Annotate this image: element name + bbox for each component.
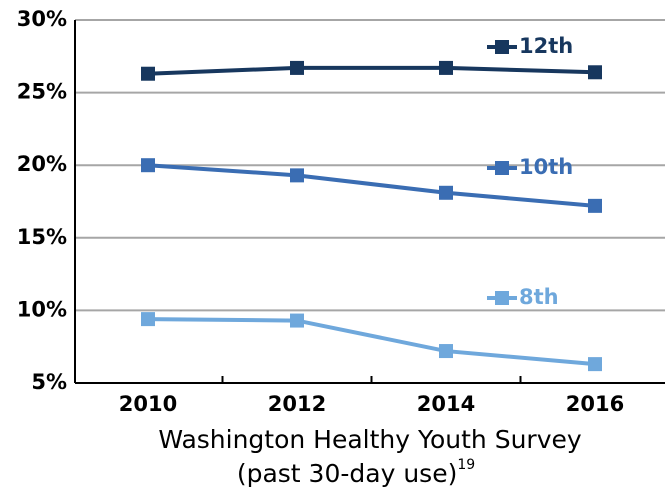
legend-label: 10th xyxy=(519,155,573,179)
data-point xyxy=(290,313,304,328)
y-tick-label: 30% xyxy=(17,7,67,31)
x-tick-label: 2014 xyxy=(417,392,475,416)
legend-label: 12th xyxy=(519,34,573,58)
data-point xyxy=(588,357,602,372)
data-point xyxy=(588,198,602,213)
x-tick-label: 2012 xyxy=(268,392,326,416)
data-point xyxy=(588,65,602,80)
x-tick-label: 2016 xyxy=(566,392,624,416)
data-point xyxy=(290,60,304,75)
series-line xyxy=(147,317,596,367)
data-point xyxy=(141,66,155,81)
x-axis-label: Washington Healthy Youth Survey xyxy=(158,425,582,454)
x-tick-label: 2010 xyxy=(119,392,177,416)
x-axis-label: (past 30-day use)19 xyxy=(237,457,475,488)
data-point xyxy=(290,168,304,183)
series-line xyxy=(147,65,596,76)
y-tick-label: 15% xyxy=(17,225,67,249)
footnote-mark: 19 xyxy=(457,457,475,473)
legend-marker xyxy=(495,161,509,175)
data-point xyxy=(439,60,453,75)
legend-marker xyxy=(495,291,509,305)
x-axis-label-line: (past 30-day use) xyxy=(237,459,457,488)
data-point xyxy=(439,344,453,359)
data-point xyxy=(439,185,453,200)
y-tick-label: 25% xyxy=(17,80,67,104)
legend-marker xyxy=(495,40,509,54)
data-point xyxy=(141,158,155,173)
y-tick-label: 10% xyxy=(17,297,67,321)
series-line xyxy=(147,163,596,208)
legend-label: 8th xyxy=(519,285,559,309)
y-tick-label: 20% xyxy=(17,152,67,176)
data-point xyxy=(141,312,155,327)
y-tick-label: 5% xyxy=(31,370,67,394)
